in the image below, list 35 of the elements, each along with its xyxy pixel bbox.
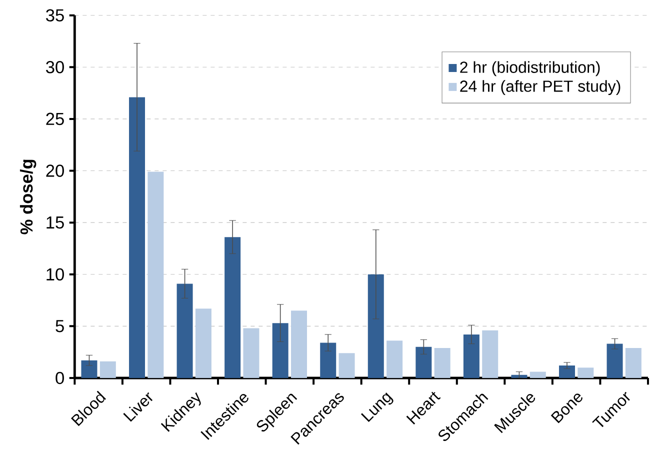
- y-tick-label: 5: [56, 320, 64, 332]
- bar: [195, 308, 212, 378]
- bar: [625, 348, 642, 378]
- y-tick-label: 30: [46, 61, 64, 74]
- y-tick-label: 15: [46, 216, 64, 229]
- legend-label: 24 hr (after PET study): [460, 80, 620, 96]
- bar: [434, 348, 450, 378]
- bar: [272, 323, 288, 378]
- bar: [224, 237, 241, 378]
- bar: [530, 372, 546, 378]
- bar: [511, 374, 528, 378]
- bar: [606, 344, 623, 378]
- bar: [100, 361, 116, 378]
- bar: [368, 274, 384, 378]
- y-tick-label: 20: [46, 164, 64, 177]
- bar: [148, 172, 164, 378]
- y-axis-title: % dose/g: [20, 160, 36, 234]
- bar: [320, 342, 336, 378]
- bar: [416, 346, 432, 378]
- bar: [578, 368, 594, 378]
- bar: [463, 334, 480, 378]
- bar: [559, 366, 575, 378]
- bar: [338, 353, 355, 378]
- bar: [243, 328, 260, 378]
- legend-label: 2 hr (biodistribution): [460, 61, 600, 76]
- y-tick-label: 25: [46, 112, 64, 126]
- bar: [176, 284, 193, 378]
- bar: [482, 330, 498, 378]
- y-tick-label: 10: [46, 268, 64, 281]
- bar: [129, 97, 146, 378]
- y-tick-label: 0: [56, 372, 64, 384]
- y-tick-label: 35: [46, 9, 64, 22]
- bar: [386, 340, 403, 378]
- bar: [291, 310, 307, 378]
- bar: [81, 360, 98, 378]
